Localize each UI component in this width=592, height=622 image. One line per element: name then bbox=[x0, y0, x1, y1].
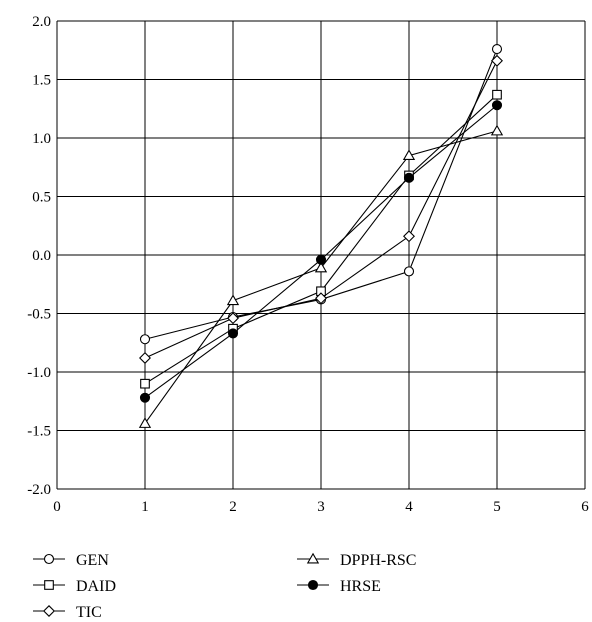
y-tick-label: 1.5 bbox=[32, 73, 51, 89]
y-tick-label: -1.0 bbox=[27, 365, 51, 381]
series-markers-dpph-rsc bbox=[138, 124, 504, 428]
legend-label-gen: GEN bbox=[76, 552, 109, 569]
x-tick-label: 0 bbox=[53, 499, 61, 515]
tick-labels: 0 1 2 3 4 5 6 2.0 1.5 1.0 0.5 0.0 -0.5 -1.0 -1.5 -2.0 bbox=[27, 14, 589, 515]
series-markers-tic bbox=[139, 54, 503, 364]
x-tick-label: 6 bbox=[581, 499, 589, 515]
legend-label-hrse: HRSE bbox=[340, 578, 381, 595]
data-point-hrse bbox=[315, 254, 327, 265]
series-markers-hrse bbox=[139, 100, 503, 403]
data-point-dpph-rsc bbox=[402, 149, 416, 160]
y-tick-label: -1.5 bbox=[27, 424, 51, 440]
legend-marker-hrse bbox=[307, 579, 319, 591]
legend-marker-daid bbox=[44, 580, 54, 590]
data-point-hrse bbox=[491, 100, 503, 111]
legend-marker-dpph-rsc bbox=[306, 552, 320, 564]
data-point-hrse bbox=[227, 328, 239, 339]
x-tick-label: 3 bbox=[317, 499, 325, 515]
data-point-gen bbox=[139, 334, 151, 345]
data-point-tic bbox=[227, 312, 239, 325]
legend-label-dpph-rsc: DPPH-RSC bbox=[340, 552, 416, 569]
data-point-tic bbox=[403, 230, 415, 243]
data-point-dpph-rsc bbox=[490, 124, 504, 136]
y-tick-label: 2.0 bbox=[32, 14, 51, 30]
data-point-hrse bbox=[139, 392, 151, 403]
data-point-daid bbox=[492, 89, 502, 100]
legend-marker-gen bbox=[43, 553, 55, 565]
data-point-dpph-rsc bbox=[314, 261, 328, 273]
data-point-tic bbox=[315, 292, 327, 305]
legend-item-gen: GEN bbox=[33, 552, 109, 569]
legend: GEN DPPH-RSC DAID HRSE TIC bbox=[33, 552, 416, 621]
series-lines bbox=[138, 44, 504, 428]
y-tick-label: 0.5 bbox=[32, 190, 51, 206]
x-tick-label: 5 bbox=[493, 499, 501, 515]
legend-label-tic: TIC bbox=[76, 604, 102, 621]
legend-item-tic: TIC bbox=[33, 604, 102, 621]
legend-marker-tic bbox=[43, 605, 55, 617]
legend-item-dpph-rsc: DPPH-RSC bbox=[297, 552, 416, 569]
x-tick-label: 1 bbox=[141, 499, 149, 515]
legend-label-daid: DAID bbox=[76, 578, 116, 595]
data-point-dpph-rsc bbox=[138, 417, 152, 428]
y-tick-label: 0.0 bbox=[32, 248, 51, 264]
y-tick-label: 1.0 bbox=[32, 131, 51, 147]
y-tick-label: -2.0 bbox=[27, 482, 51, 498]
legend-item-hrse: HRSE bbox=[297, 578, 381, 595]
data-point-gen bbox=[403, 266, 415, 277]
legend-item-daid: DAID bbox=[33, 578, 116, 595]
data-point-gen bbox=[491, 44, 503, 55]
data-point-daid bbox=[140, 378, 150, 389]
data-point-dpph-rsc bbox=[226, 294, 240, 306]
x-tick-label: 4 bbox=[405, 499, 413, 515]
x-tick-label: 2 bbox=[229, 499, 237, 515]
data-point-hrse bbox=[403, 172, 415, 183]
data-point-tic bbox=[139, 351, 151, 364]
y-tick-label: -0.5 bbox=[27, 307, 51, 323]
data-point-tic bbox=[491, 54, 503, 67]
